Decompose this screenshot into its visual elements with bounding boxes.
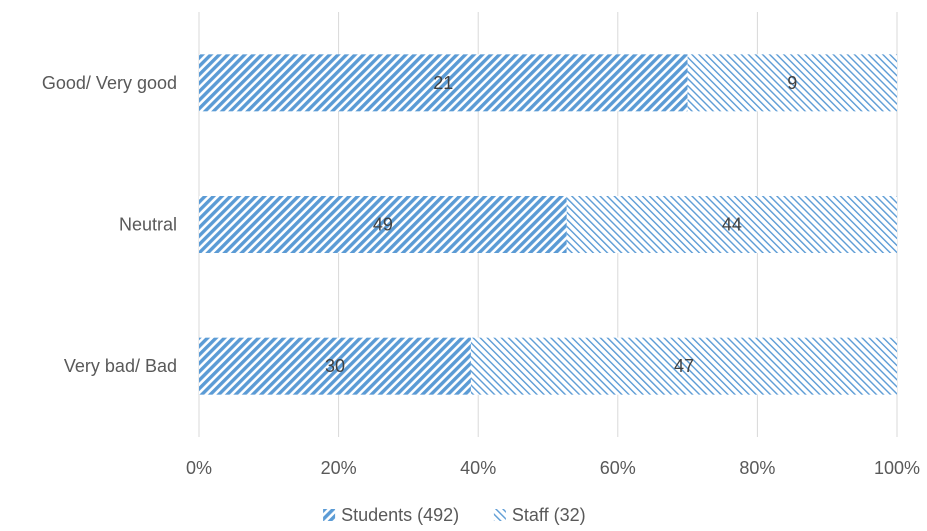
x-tick-label: 100% — [874, 458, 920, 478]
bar-students-neutral — [199, 196, 567, 253]
legend-swatch — [493, 509, 506, 521]
legend: Students (492) Staff (32) — [323, 505, 586, 525]
bars — [199, 54, 897, 395]
bar-students-very-bad-bad — [199, 337, 471, 395]
legend-item-students: Students (492) — [341, 505, 459, 525]
data-label: 47 — [674, 356, 694, 376]
bar-staff-very-bad-bad — [470, 337, 897, 395]
data-label: 49 — [373, 215, 393, 235]
legend-item-staff: Staff (32) — [512, 505, 586, 525]
x-tick-label: 60% — [600, 458, 636, 478]
data-label: 21 — [433, 73, 453, 93]
category-label-very-bad-bad: Very bad/ Bad — [64, 356, 177, 376]
category-axis: Good/ Very good Neutral Very bad/ Bad — [42, 73, 177, 376]
x-tick-label: 0% — [186, 458, 212, 478]
data-label: 9 — [787, 73, 797, 93]
bar-staff-good-very-good — [687, 54, 897, 112]
x-tick-label: 80% — [739, 458, 775, 478]
category-label-neutral: Neutral — [119, 215, 177, 235]
data-labels: 21 9 49 44 30 47 — [325, 73, 797, 376]
data-label: 30 — [325, 356, 345, 376]
legend-swatch — [323, 509, 336, 521]
data-label: 44 — [722, 215, 742, 235]
value-axis: 0% 20% 40% 60% 80% 100% — [186, 458, 920, 478]
bar-students-good-very-good — [199, 54, 688, 112]
category-label-good-very-good: Good/ Very good — [42, 73, 177, 93]
x-tick-label: 20% — [321, 458, 357, 478]
bar-staff-neutral — [566, 196, 897, 253]
x-tick-label: 40% — [460, 458, 496, 478]
